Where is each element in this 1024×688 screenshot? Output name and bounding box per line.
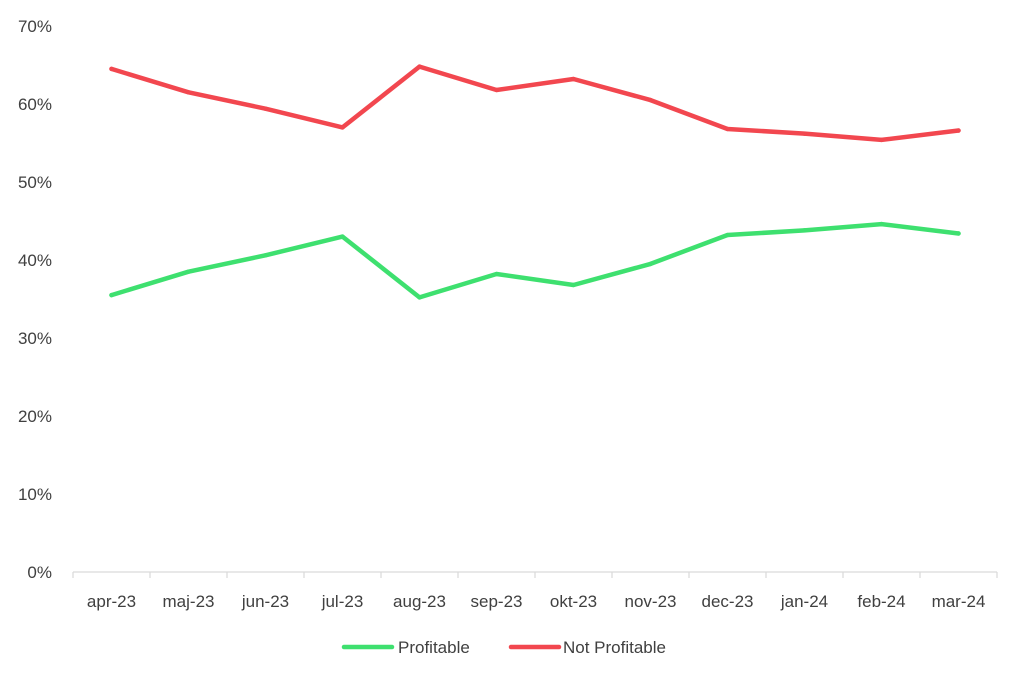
data-point: [263, 106, 268, 111]
y-tick-label: 20%: [18, 407, 52, 426]
data-point: [109, 66, 114, 72]
series-lines: [109, 64, 961, 300]
y-tick-label: 0%: [27, 563, 52, 582]
y-tick-label: 60%: [18, 95, 52, 114]
x-tick-label: jun-23: [241, 592, 289, 611]
data-point: [725, 232, 730, 238]
data-point: [186, 269, 191, 274]
data-point: [802, 228, 807, 233]
data-point: [109, 292, 114, 298]
data-point: [494, 271, 499, 277]
data-point: [340, 125, 345, 130]
data-point: [571, 282, 576, 288]
legend-label: Not Profitable: [563, 638, 666, 657]
data-point: [879, 221, 884, 227]
data-point: [417, 295, 422, 300]
data-point: [648, 97, 653, 103]
y-tick-label: 40%: [18, 251, 52, 270]
x-tick-label: sep-23: [471, 592, 523, 611]
legend-item: Profitable: [341, 638, 470, 657]
legend-label: Profitable: [398, 638, 470, 657]
data-point: [956, 128, 961, 133]
y-tick-label: 70%: [18, 17, 52, 36]
data-point: [417, 64, 422, 69]
data-point: [879, 137, 884, 143]
data-point: [340, 234, 345, 239]
x-tick-label: apr-23: [87, 592, 136, 611]
x-tick-label: jan-24: [780, 592, 828, 611]
data-point: [802, 131, 807, 136]
y-tick-label: 30%: [18, 329, 52, 348]
data-point: [186, 90, 191, 95]
x-tick-label: maj-23: [163, 592, 215, 611]
series-line-profitable: [109, 221, 961, 300]
x-tick-label: nov-23: [625, 592, 677, 611]
y-tick-label: 10%: [18, 485, 52, 504]
legend-item: Not Profitable: [508, 638, 666, 657]
series-line-not-profitable: [109, 64, 961, 143]
axes: apr-23 maj-23 jun-23 jul-23 aug-23 sep-23 okt-…: [18, 17, 998, 611]
legend: Profitable Not Profitable: [341, 638, 666, 657]
x-tick-label: mar-24: [932, 592, 986, 611]
data-point: [263, 253, 268, 258]
data-point: [725, 126, 730, 132]
x-tick-label: okt-23: [550, 592, 597, 611]
x-tick-label: aug-23: [393, 592, 446, 611]
x-tick-label: jul-23: [321, 592, 364, 611]
data-point: [494, 87, 499, 93]
y-tick-label: 50%: [18, 173, 52, 192]
data-point: [956, 231, 961, 236]
data-point: [648, 261, 653, 267]
x-tick-label: feb-24: [857, 592, 905, 611]
data-point: [571, 76, 576, 82]
x-tick-label: dec-23: [702, 592, 754, 611]
